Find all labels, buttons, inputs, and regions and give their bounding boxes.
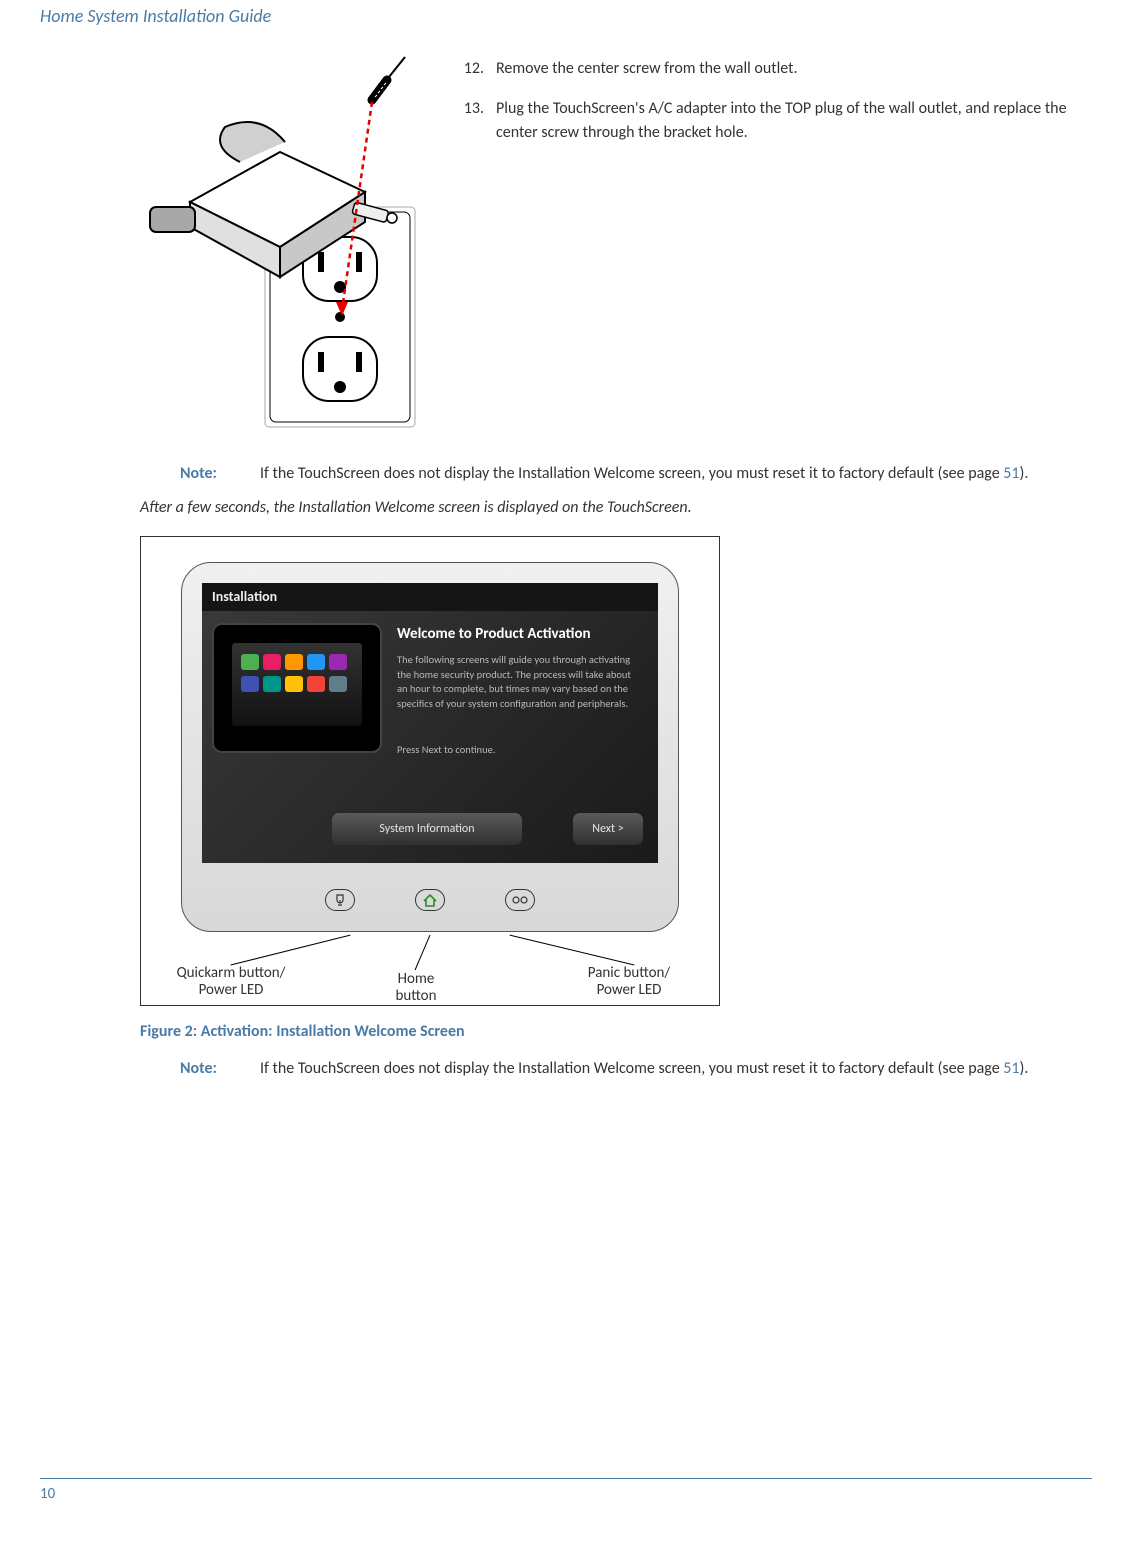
press-next-text: Press Next to continue. bbox=[397, 743, 495, 756]
device-thumbnail bbox=[212, 623, 382, 753]
home-button[interactable] bbox=[415, 889, 445, 911]
note-text: ). bbox=[1019, 464, 1028, 483]
screen-title-bar: Installation bbox=[202, 583, 658, 611]
welcome-body: The following screens will guide you thr… bbox=[397, 653, 638, 712]
note-text: If the TouchScreen does not display the … bbox=[260, 1059, 1003, 1078]
note-body: If the TouchScreen does not display the … bbox=[260, 462, 1092, 486]
note-text: ). bbox=[1019, 1059, 1028, 1078]
note-block: Note: If the TouchScreen does not displa… bbox=[180, 1057, 1092, 1081]
callout-quickarm: Quickarm button/Power LED bbox=[151, 965, 311, 1000]
panic-button[interactable] bbox=[505, 889, 535, 911]
note-text: If the TouchScreen does not display the … bbox=[260, 464, 1003, 483]
hardware-buttons bbox=[182, 889, 678, 911]
callout-home: Homebutton bbox=[361, 971, 471, 1006]
next-button[interactable]: Next > bbox=[573, 813, 643, 845]
device-body: Installation Welcome to Product Activati… bbox=[181, 562, 679, 932]
page-number: 10 bbox=[40, 1485, 55, 1503]
note-block: Note: If the TouchScreen does not displa… bbox=[180, 462, 1092, 486]
callout-labels: Quickarm button/Power LED Homebutton Pan… bbox=[141, 930, 719, 1005]
step-number: 13. bbox=[460, 97, 496, 145]
page-reference[interactable]: 51 bbox=[1003, 1059, 1019, 1078]
page-footer: 10 bbox=[40, 1478, 1092, 1503]
page-reference[interactable]: 51 bbox=[1003, 464, 1019, 483]
quickarm-button[interactable] bbox=[325, 889, 355, 911]
figure-caption: Figure 2: Activation: Installation Welco… bbox=[140, 1022, 1092, 1041]
result-text: After a few seconds, the Installation We… bbox=[140, 496, 1092, 520]
system-info-button[interactable]: System Information bbox=[332, 813, 522, 845]
device-screen: Installation Welcome to Product Activati… bbox=[202, 583, 658, 863]
callout-panic: Panic button/Power LED bbox=[549, 965, 709, 1000]
step-text: Remove the center screw from the wall ou… bbox=[496, 57, 1092, 81]
page-header: Home System Installation Guide bbox=[40, 0, 1092, 32]
step-text: Plug the TouchScreen's A/C adapter into … bbox=[496, 97, 1092, 145]
touchscreen-figure: Installation Welcome to Product Activati… bbox=[140, 536, 720, 1006]
instruction-steps: 12. Remove the center screw from the wal… bbox=[460, 52, 1092, 432]
outlet-illustration bbox=[140, 52, 440, 432]
step-number: 12. bbox=[460, 57, 496, 81]
content-area: 12. Remove the center screw from the wal… bbox=[140, 52, 1092, 1081]
note-body: If the TouchScreen does not display the … bbox=[260, 1057, 1092, 1081]
welcome-heading: Welcome to Product Activation bbox=[397, 625, 648, 643]
note-label: Note: bbox=[180, 1057, 260, 1081]
note-label: Note: bbox=[180, 462, 260, 486]
